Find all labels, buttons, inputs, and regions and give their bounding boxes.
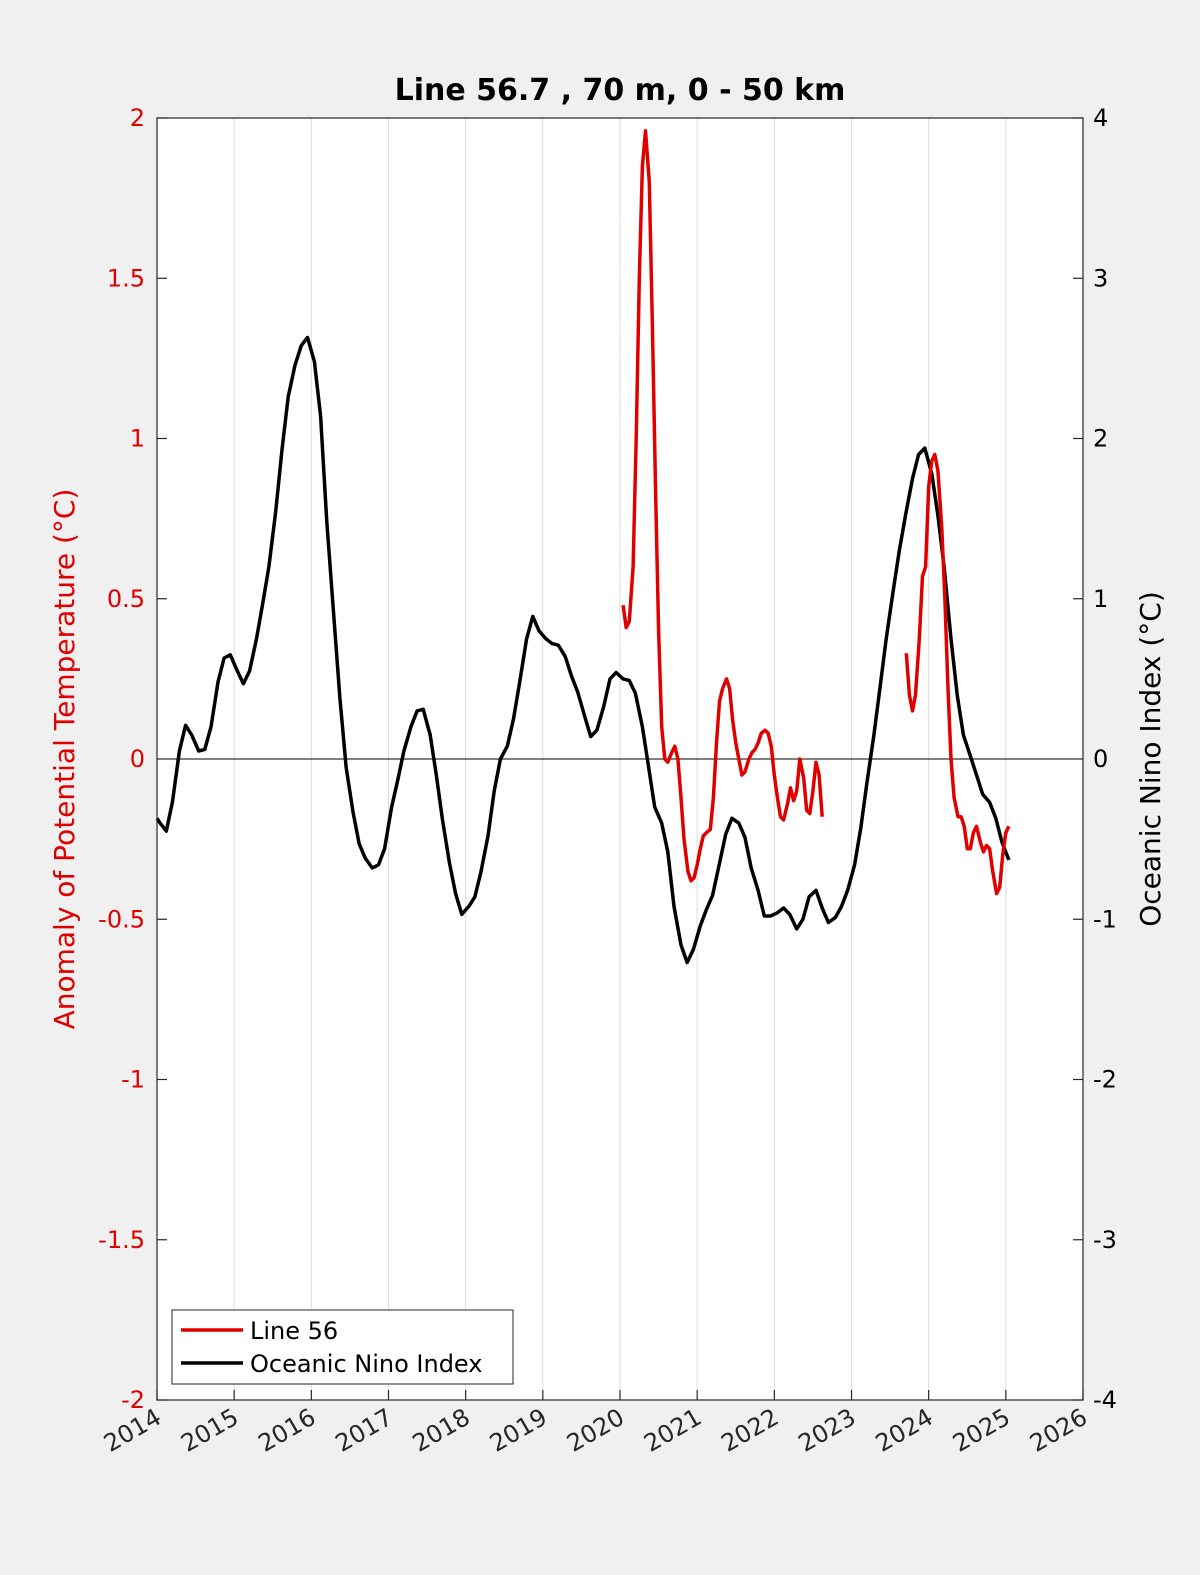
series-line-line-56 <box>904 452 1011 896</box>
y-tick-label-left: -1 <box>121 1066 145 1094</box>
y-tick-label-right: 3 <box>1093 264 1108 292</box>
legend: Line 56 Oceanic Nino Index <box>171 1309 514 1385</box>
y-tick-label-right: 0 <box>1093 745 1108 773</box>
y-tick-label-left: 2 <box>130 104 145 132</box>
y-axis-label-right: Oceanic Nino Index (°C) <box>1134 591 1167 927</box>
series-layer <box>155 129 1011 965</box>
y-tick-label-left: 1 <box>130 425 145 453</box>
y-tick-label-left: -0.5 <box>98 905 145 933</box>
y-tick-label-right: -1 <box>1093 905 1117 933</box>
y-axis-label-left: Anomaly of Potential Temperature (°C) <box>48 489 81 1030</box>
series-line-line-56 <box>621 129 824 883</box>
y-tick-label-left: -2 <box>121 1386 145 1414</box>
legend-label-oni: Oceanic Nino Index <box>250 1350 482 1378</box>
y-tick-label-right: -4 <box>1093 1386 1117 1414</box>
y-tick-label-left: -1.5 <box>98 1226 145 1254</box>
chart-title: Line 56.7 , 70 m, 0 - 50 km <box>395 73 846 108</box>
legend-label-line56: Line 56 <box>250 1317 338 1345</box>
y-tick-label-right: -3 <box>1093 1226 1117 1254</box>
y-tick-label-right: 2 <box>1093 425 1108 453</box>
y-tick-label-right: -2 <box>1093 1066 1117 1094</box>
y-tick-label-left: 0.5 <box>107 585 145 613</box>
y-tick-label-left: 1.5 <box>107 264 145 292</box>
series-line-oceanic-nino-index <box>155 335 1011 965</box>
y-tick-label-right: 4 <box>1093 104 1108 132</box>
y-tick-label-left: 0 <box>130 745 145 773</box>
y-tick-label-right: 1 <box>1093 585 1108 613</box>
legend-box <box>171 1309 514 1385</box>
